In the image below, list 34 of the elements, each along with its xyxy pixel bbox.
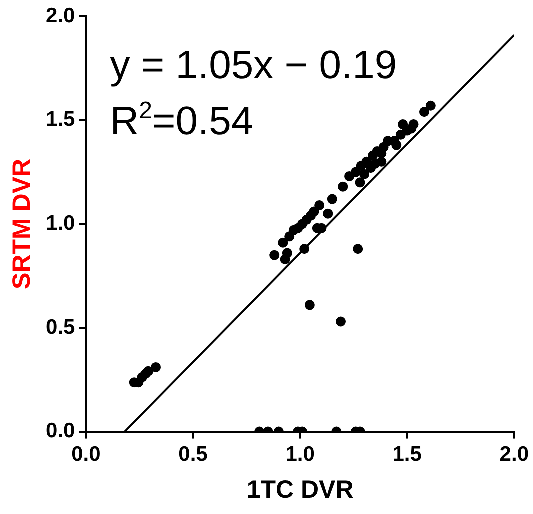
point xyxy=(419,107,430,118)
point xyxy=(304,300,315,310)
point xyxy=(300,244,310,254)
point xyxy=(360,169,370,180)
point xyxy=(408,120,419,130)
x-tick-label: 1.5 xyxy=(392,443,422,466)
point xyxy=(392,140,402,150)
y-tick-label: 0.0 xyxy=(46,420,76,443)
point xyxy=(144,366,154,376)
point xyxy=(323,208,334,219)
y-tick-label: 1.0 xyxy=(46,212,76,235)
x-tick-label: 0.0 xyxy=(72,443,101,466)
x-tick-label: 1.0 xyxy=(286,443,315,466)
point xyxy=(327,194,338,204)
point xyxy=(150,362,161,372)
point xyxy=(338,182,348,192)
y-tick-label: 2.0 xyxy=(46,4,76,28)
point xyxy=(426,100,436,111)
x-axis-title: 1TC DVR xyxy=(246,476,354,504)
y-tick-label: 1.5 xyxy=(46,108,76,132)
point xyxy=(314,200,325,211)
x-tick-label: 2.0 xyxy=(500,443,530,466)
point xyxy=(282,248,292,258)
point xyxy=(353,244,364,254)
point xyxy=(336,316,346,327)
x-tick-label: 0.5 xyxy=(178,443,208,466)
point xyxy=(355,178,366,188)
point xyxy=(370,158,380,169)
y-axis-title: SRTM DVR xyxy=(8,158,36,290)
point xyxy=(270,250,280,260)
point xyxy=(309,206,320,217)
point xyxy=(278,238,288,248)
y-tick-label: 0.5 xyxy=(46,316,76,339)
annotation: y = 1.05x − 0.19 xyxy=(110,44,398,88)
